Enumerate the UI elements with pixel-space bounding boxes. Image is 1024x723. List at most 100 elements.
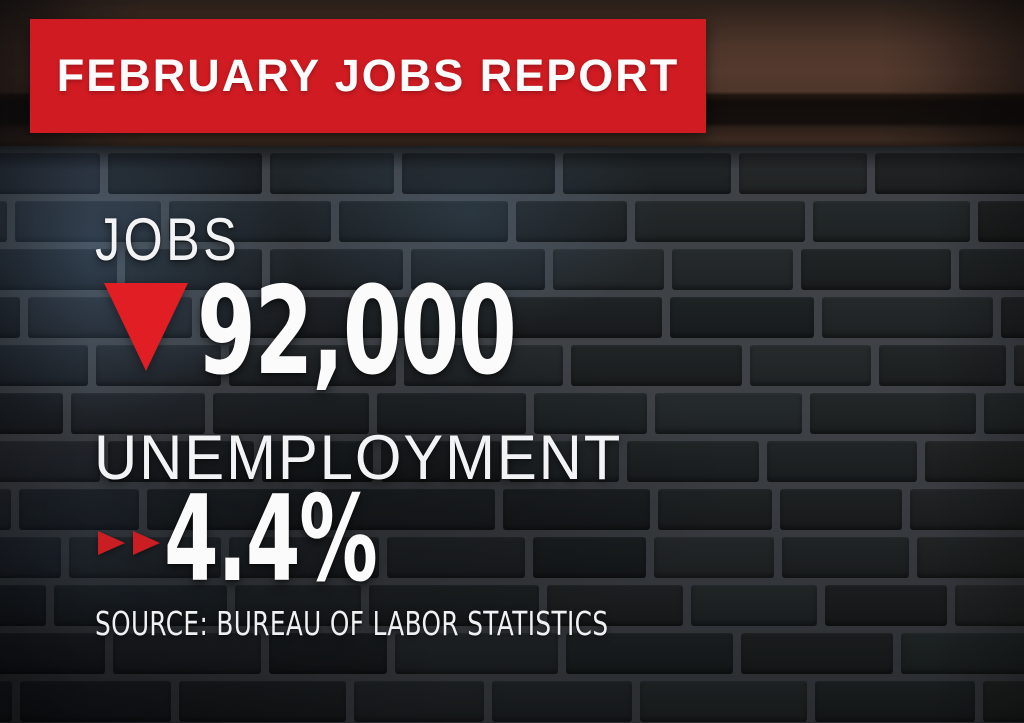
brick xyxy=(901,633,1024,674)
source-attribution: SOURCE: BUREAU OF LABOR STATISTICS xyxy=(95,604,609,643)
arrow-right-icon xyxy=(98,531,125,555)
brick xyxy=(0,441,100,482)
brick xyxy=(492,681,632,722)
brick xyxy=(0,633,105,674)
brick xyxy=(71,393,205,434)
brick xyxy=(925,441,1024,482)
brick xyxy=(553,249,664,290)
brick-row xyxy=(0,249,1024,290)
brick xyxy=(0,297,20,338)
brick xyxy=(509,441,619,482)
brick xyxy=(1014,345,1024,386)
brick xyxy=(547,585,683,626)
brick xyxy=(741,633,893,674)
brick xyxy=(780,489,902,530)
brick xyxy=(354,681,484,722)
brick xyxy=(655,393,802,434)
brick xyxy=(0,345,88,386)
brick xyxy=(658,489,772,530)
brick xyxy=(978,201,1024,242)
brick xyxy=(533,537,646,578)
brick xyxy=(179,681,346,722)
brick-row xyxy=(0,441,1024,482)
brick xyxy=(113,633,261,674)
brick xyxy=(627,441,759,482)
brick xyxy=(377,393,526,434)
brick xyxy=(229,345,396,386)
brick xyxy=(635,201,805,242)
brick xyxy=(19,489,139,530)
brick xyxy=(15,201,161,242)
triangle-down-icon xyxy=(104,283,188,371)
brick xyxy=(1001,297,1024,338)
brick xyxy=(387,537,525,578)
unemployment-value: 4.4% xyxy=(164,471,378,609)
brick xyxy=(359,297,498,338)
brick xyxy=(200,297,351,338)
brick xyxy=(270,249,403,290)
brick xyxy=(213,393,369,434)
brick-row xyxy=(0,393,1024,434)
brick xyxy=(801,249,951,290)
brick xyxy=(147,489,314,530)
brick xyxy=(339,201,508,242)
brick xyxy=(395,633,558,674)
brick xyxy=(108,441,254,482)
brick xyxy=(670,297,814,338)
brick xyxy=(750,345,871,386)
brick-row xyxy=(0,537,1024,578)
brick xyxy=(169,201,331,242)
brick xyxy=(54,585,227,626)
brick-row xyxy=(0,681,1024,722)
brick xyxy=(955,585,1024,626)
brick-row xyxy=(0,489,1024,530)
arrow-right-icon xyxy=(133,531,160,555)
double-arrow-right-icon xyxy=(98,531,168,555)
brick xyxy=(810,393,976,434)
jobs-label: JOBS xyxy=(95,206,241,273)
brick-row xyxy=(0,633,1024,674)
brick xyxy=(516,201,627,242)
brick xyxy=(813,201,970,242)
wall-top-shadow xyxy=(0,146,1024,170)
brick xyxy=(0,201,7,242)
brick xyxy=(691,585,817,626)
brick xyxy=(815,681,975,722)
brick xyxy=(322,489,495,530)
brick xyxy=(0,393,63,434)
brick xyxy=(917,537,1024,578)
brick xyxy=(269,633,387,674)
brick xyxy=(984,393,1024,434)
brick xyxy=(654,537,774,578)
brick xyxy=(566,633,733,674)
banner-title: FEBRUARY JOBS REPORT xyxy=(56,50,680,101)
jobs-value: 92,000 xyxy=(197,261,517,402)
brick xyxy=(672,249,793,290)
brick xyxy=(0,585,46,626)
brick xyxy=(0,681,12,722)
unemployment-label: UNEMPLOYMENT xyxy=(94,423,623,493)
brick xyxy=(503,489,650,530)
brick xyxy=(822,297,993,338)
brick xyxy=(534,393,647,434)
brick xyxy=(0,249,117,290)
brick xyxy=(235,585,361,626)
brick xyxy=(506,297,662,338)
brick xyxy=(20,681,171,722)
brick xyxy=(381,441,501,482)
brick xyxy=(404,345,563,386)
brick xyxy=(782,537,909,578)
brick-row xyxy=(0,201,1024,242)
brick xyxy=(879,345,1006,386)
brick xyxy=(0,489,11,530)
brick xyxy=(369,585,539,626)
brick xyxy=(571,345,742,386)
brick xyxy=(910,489,1024,530)
brick xyxy=(959,249,1024,290)
brick xyxy=(640,681,807,722)
title-banner: FEBRUARY JOBS REPORT xyxy=(30,19,706,133)
brick-row xyxy=(0,585,1024,626)
brick xyxy=(0,537,61,578)
brick xyxy=(262,441,373,482)
